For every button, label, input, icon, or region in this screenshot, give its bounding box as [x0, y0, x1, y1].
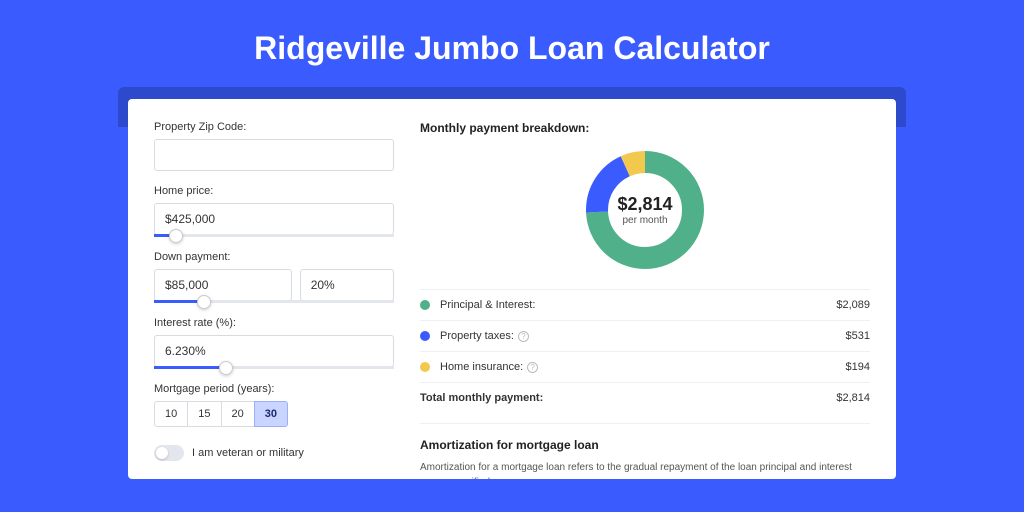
page-title: Ridgeville Jumbo Loan Calculator — [0, 0, 1024, 87]
amortization-text: Amortization for a mortgage loan refers … — [420, 460, 870, 479]
down-payment-slider[interactable] — [154, 300, 394, 303]
period-button-10[interactable]: 10 — [154, 401, 188, 427]
period-button-30[interactable]: 30 — [254, 401, 288, 427]
donut-total-sub: per month — [622, 215, 667, 226]
mortgage-period-buttons: 10152030 — [154, 401, 394, 427]
period-button-15[interactable]: 15 — [187, 401, 221, 427]
home-price-slider-thumb[interactable] — [169, 229, 183, 243]
legend-dot — [420, 331, 430, 341]
mortgage-period-label: Mortgage period (years): — [154, 383, 394, 395]
down-payment-label: Down payment: — [154, 251, 394, 263]
legend-dot — [420, 300, 430, 310]
down-payment-amount-input[interactable] — [154, 269, 292, 301]
donut-chart: $2,814 per month — [584, 149, 706, 271]
down-payment-group: Down payment: — [154, 251, 394, 303]
legend-label: Principal & Interest: — [440, 299, 836, 311]
home-price-slider[interactable] — [154, 234, 394, 237]
legend-row-0: Principal & Interest:$2,089 — [420, 289, 870, 320]
total-row: Total monthly payment: $2,814 — [420, 382, 870, 413]
calculator-card: Property Zip Code: Home price: Down paym… — [128, 99, 896, 479]
legend-value: $2,089 — [836, 299, 870, 311]
zip-input[interactable] — [154, 139, 394, 171]
breakdown-legend: Principal & Interest:$2,089Property taxe… — [420, 289, 870, 382]
legend-value: $531 — [846, 330, 870, 342]
legend-dot — [420, 362, 430, 372]
zip-label: Property Zip Code: — [154, 121, 394, 133]
amortization-title: Amortization for mortgage loan — [420, 438, 870, 452]
home-price-group: Home price: — [154, 185, 394, 237]
veteran-toggle-row: I am veteran or military — [154, 445, 394, 461]
donut-total-amount: $2,814 — [617, 194, 672, 215]
total-value: $2,814 — [836, 392, 870, 404]
mortgage-period-group: Mortgage period (years): 10152030 — [154, 383, 394, 427]
veteran-toggle[interactable] — [154, 445, 184, 461]
interest-rate-input[interactable] — [154, 335, 394, 367]
interest-rate-label: Interest rate (%): — [154, 317, 394, 329]
total-label: Total monthly payment: — [420, 392, 836, 404]
form-panel: Property Zip Code: Home price: Down paym… — [154, 121, 394, 479]
breakdown-heading: Monthly payment breakdown: — [420, 121, 870, 135]
legend-label: Home insurance: ? — [440, 361, 846, 373]
home-price-label: Home price: — [154, 185, 394, 197]
info-icon[interactable]: ? — [518, 331, 529, 342]
interest-rate-slider-thumb[interactable] — [219, 361, 233, 375]
legend-value: $194 — [846, 361, 870, 373]
amortization-section: Amortization for mortgage loan Amortizat… — [420, 423, 870, 479]
home-price-input[interactable] — [154, 203, 394, 235]
breakdown-panel: Monthly payment breakdown: $2,814 per mo… — [420, 121, 870, 479]
interest-rate-slider[interactable] — [154, 366, 394, 369]
info-icon[interactable]: ? — [527, 362, 538, 373]
interest-rate-group: Interest rate (%): — [154, 317, 394, 369]
legend-row-2: Home insurance: ?$194 — [420, 351, 870, 382]
down-payment-pct-input[interactable] — [300, 269, 394, 301]
zip-field-group: Property Zip Code: — [154, 121, 394, 171]
veteran-label: I am veteran or military — [192, 447, 304, 459]
donut-chart-wrap: $2,814 per month — [420, 149, 870, 271]
down-payment-slider-thumb[interactable] — [197, 295, 211, 309]
legend-row-1: Property taxes: ?$531 — [420, 320, 870, 351]
period-button-20[interactable]: 20 — [221, 401, 255, 427]
legend-label: Property taxes: ? — [440, 330, 846, 342]
